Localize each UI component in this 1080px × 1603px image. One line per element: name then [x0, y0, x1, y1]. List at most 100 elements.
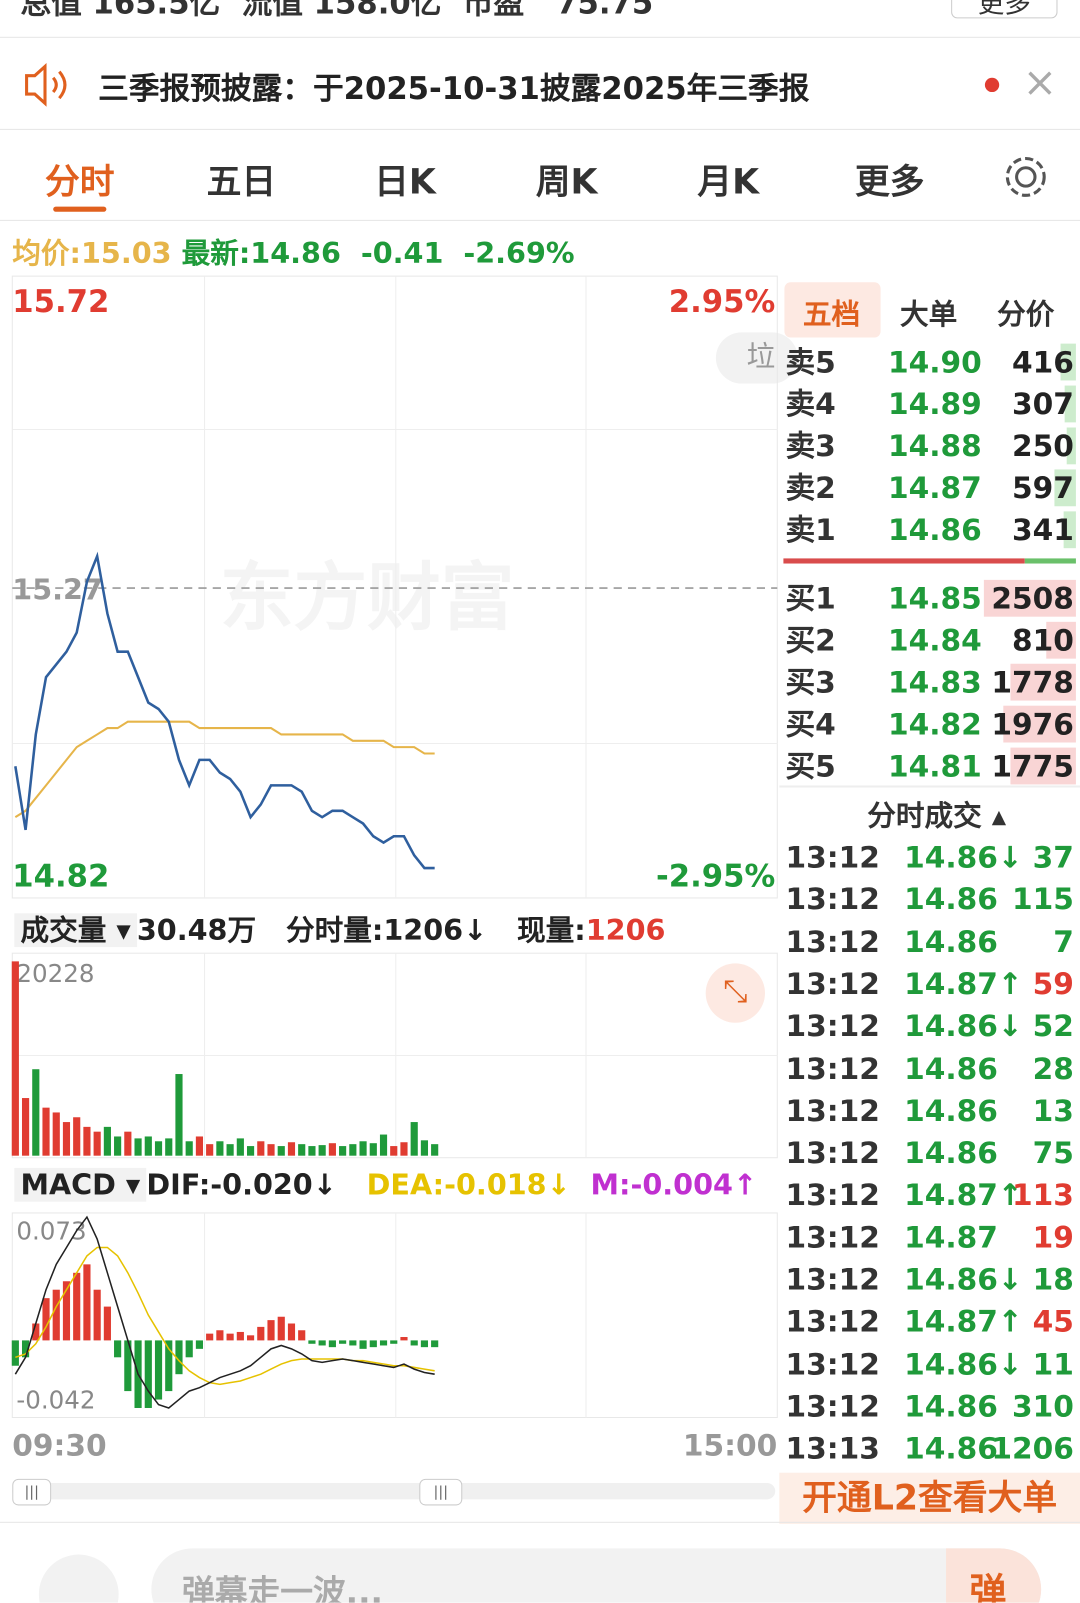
- trade-volume: 113: [1011, 1177, 1074, 1213]
- volume-bar: [195, 1136, 204, 1156]
- trade-price: 14.86↓: [904, 1262, 1023, 1297]
- volume-header: 成交量 ▾ 30.48万 分时量:1206↓ 现量:1206: [14, 908, 665, 949]
- depth-bar: [983, 579, 1076, 617]
- trade-time: 13:12: [785, 1304, 880, 1340]
- trade-volume: 11: [1032, 1346, 1074, 1382]
- depth-bar: [1010, 747, 1076, 785]
- tab-underline: [53, 206, 107, 212]
- dif-arrow: ↓: [312, 1167, 337, 1202]
- depth-bar: [1046, 621, 1076, 659]
- danmaku-button-bg: [946, 1548, 1042, 1603]
- book-tab[interactable]: 大单: [900, 297, 958, 332]
- trade-volume: 1206: [991, 1430, 1074, 1466]
- volume-bar: [379, 1134, 388, 1156]
- tab[interactable]: 五日: [206, 161, 277, 203]
- range-slider[interactable]: [12, 1482, 776, 1500]
- macd-bar: [21, 1340, 30, 1358]
- book-volume: 1976: [991, 706, 1074, 742]
- float-button[interactable]: 垃: [715, 332, 798, 384]
- volume-selector[interactable]: 成交量 ▾: [14, 913, 137, 948]
- slider-handle[interactable]: |||: [12, 1478, 52, 1506]
- macd-bar: [83, 1264, 91, 1341]
- trade-price: 14.86: [904, 924, 998, 959]
- book-label: 买1: [785, 580, 836, 616]
- price-line: [14, 551, 435, 870]
- volume-bar: [236, 1138, 244, 1156]
- book-label: 卖2: [785, 470, 836, 506]
- depth-bar: [1003, 705, 1076, 743]
- macd-bar: [277, 1316, 285, 1341]
- danmaku-input[interactable]: [151, 1548, 1042, 1603]
- tab[interactable]: 月K: [697, 161, 760, 203]
- trade-volume: 75: [1032, 1135, 1074, 1171]
- settings-icon[interactable]: [1000, 151, 1051, 202]
- macd-bar: [410, 1340, 418, 1346]
- trade-volume: 28: [1032, 1050, 1074, 1086]
- macd-bar: [216, 1330, 224, 1341]
- divider: [779, 785, 1080, 788]
- tab[interactable]: 日K: [374, 161, 436, 203]
- macd-bar: [267, 1320, 275, 1341]
- more-button[interactable]: 更多: [951, 0, 1058, 19]
- macd-bar: [124, 1340, 132, 1392]
- tick-arrow: ↓: [463, 913, 488, 948]
- trade-price: 14.86: [904, 1050, 998, 1086]
- trade-volume: 7: [1053, 924, 1074, 959]
- macd-bar: [114, 1340, 122, 1358]
- tab[interactable]: 更多: [855, 161, 925, 203]
- trade-price: 14.86: [904, 881, 998, 917]
- trade-time: 13:12: [785, 1388, 880, 1424]
- trade-volume: 52: [1032, 1008, 1074, 1044]
- macd-bar: [257, 1326, 265, 1341]
- trade-time: 13:12: [785, 1135, 880, 1171]
- trade-volume: 115: [1011, 881, 1074, 917]
- volume-bar: [308, 1146, 316, 1156]
- book-volume: 1778: [991, 664, 1074, 700]
- macd-bar: [379, 1340, 388, 1346]
- change: -0.41: [360, 236, 444, 271]
- top-bar: 总值 165.5亿 流值 158.0亿 市盈 75.75: [20, 0, 653, 23]
- tab-highlight: [784, 282, 881, 338]
- macd-bar: [195, 1340, 204, 1349]
- change-pct: -2.69%: [463, 236, 575, 271]
- stat-label: 总值: [20, 0, 82, 22]
- macd-bar: [185, 1340, 193, 1358]
- l2-banner[interactable]: 开通L2查看大单: [779, 1472, 1080, 1524]
- book-label: 卖4: [785, 386, 836, 422]
- volume-bar: [144, 1136, 152, 1156]
- book-volume: 416: [1011, 344, 1074, 380]
- expand-button[interactable]: ⤡: [705, 963, 766, 1023]
- book-label: 买5: [785, 748, 836, 784]
- latest-price: 14.86: [250, 236, 341, 271]
- tab[interactable]: 分时: [45, 161, 115, 203]
- volume-bar: [349, 1144, 357, 1156]
- volume-bar: [287, 1142, 296, 1156]
- trades-title: 分时成交 ▴: [867, 798, 1007, 833]
- macd-bar: [206, 1333, 214, 1341]
- tab[interactable]: 周K: [535, 161, 598, 203]
- macd-bar: [369, 1340, 377, 1348]
- book-volume: 1775: [991, 748, 1074, 784]
- trade-time: 13:12: [785, 966, 880, 1002]
- danmaku-button[interactable]: 弹: [969, 1571, 1007, 1603]
- book-tab[interactable]: 五档: [802, 297, 861, 332]
- macd-selector[interactable]: MACD ▾: [14, 1167, 147, 1202]
- close-button[interactable]: ×: [1022, 59, 1058, 107]
- volume-label: 成交量: [20, 913, 107, 948]
- dea-arrow: ↓: [546, 1167, 571, 1202]
- volume-bar: [103, 1126, 111, 1156]
- volume-bar: [134, 1138, 142, 1156]
- macd-bar: [308, 1340, 316, 1344]
- macd-bar: [62, 1281, 71, 1341]
- volume-bar: [32, 1069, 40, 1156]
- time-end: 15:00: [682, 1427, 778, 1463]
- trades-title-text: 分时成交: [867, 798, 982, 833]
- book-tab[interactable]: 分价: [997, 297, 1055, 332]
- book-label: 卖1: [785, 512, 836, 548]
- slider-handle[interactable]: |||: [419, 1478, 463, 1506]
- book-price: 14.83: [888, 664, 982, 700]
- trade-time: 13:12: [785, 924, 880, 959]
- macd-bar: [236, 1331, 244, 1341]
- now-label: 现量:: [517, 913, 586, 948]
